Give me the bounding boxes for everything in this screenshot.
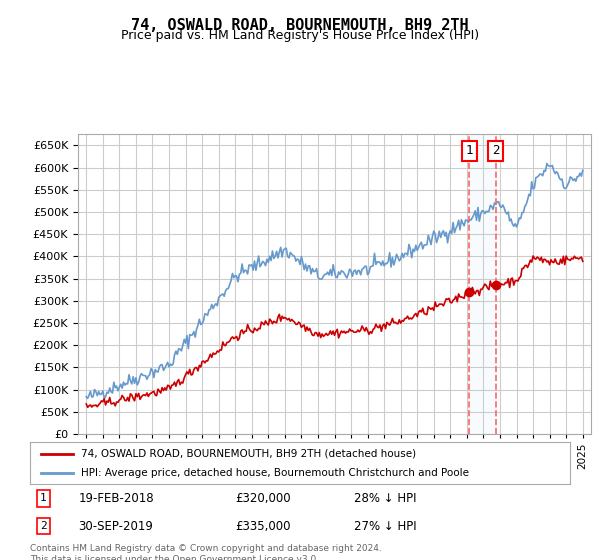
Text: £320,000: £320,000 (235, 492, 291, 505)
Text: 2: 2 (492, 144, 500, 157)
Text: 27% ↓ HPI: 27% ↓ HPI (354, 520, 416, 533)
Text: 1: 1 (465, 144, 473, 157)
Text: HPI: Average price, detached house, Bournemouth Christchurch and Poole: HPI: Average price, detached house, Bour… (82, 468, 469, 478)
Text: 30-SEP-2019: 30-SEP-2019 (79, 520, 154, 533)
Text: £335,000: £335,000 (235, 520, 290, 533)
Text: 74, OSWALD ROAD, BOURNEMOUTH, BH9 2TH: 74, OSWALD ROAD, BOURNEMOUTH, BH9 2TH (131, 18, 469, 33)
Text: 19-FEB-2018: 19-FEB-2018 (79, 492, 154, 505)
Text: 74, OSWALD ROAD, BOURNEMOUTH, BH9 2TH (detached house): 74, OSWALD ROAD, BOURNEMOUTH, BH9 2TH (d… (82, 449, 416, 459)
Text: Contains HM Land Registry data © Crown copyright and database right 2024.
This d: Contains HM Land Registry data © Crown c… (30, 544, 382, 560)
Text: 2: 2 (40, 521, 47, 531)
Text: 28% ↓ HPI: 28% ↓ HPI (354, 492, 416, 505)
Text: 1: 1 (40, 493, 47, 503)
Bar (469, 134, 496, 434)
Text: Price paid vs. HM Land Registry's House Price Index (HPI): Price paid vs. HM Land Registry's House … (121, 29, 479, 42)
